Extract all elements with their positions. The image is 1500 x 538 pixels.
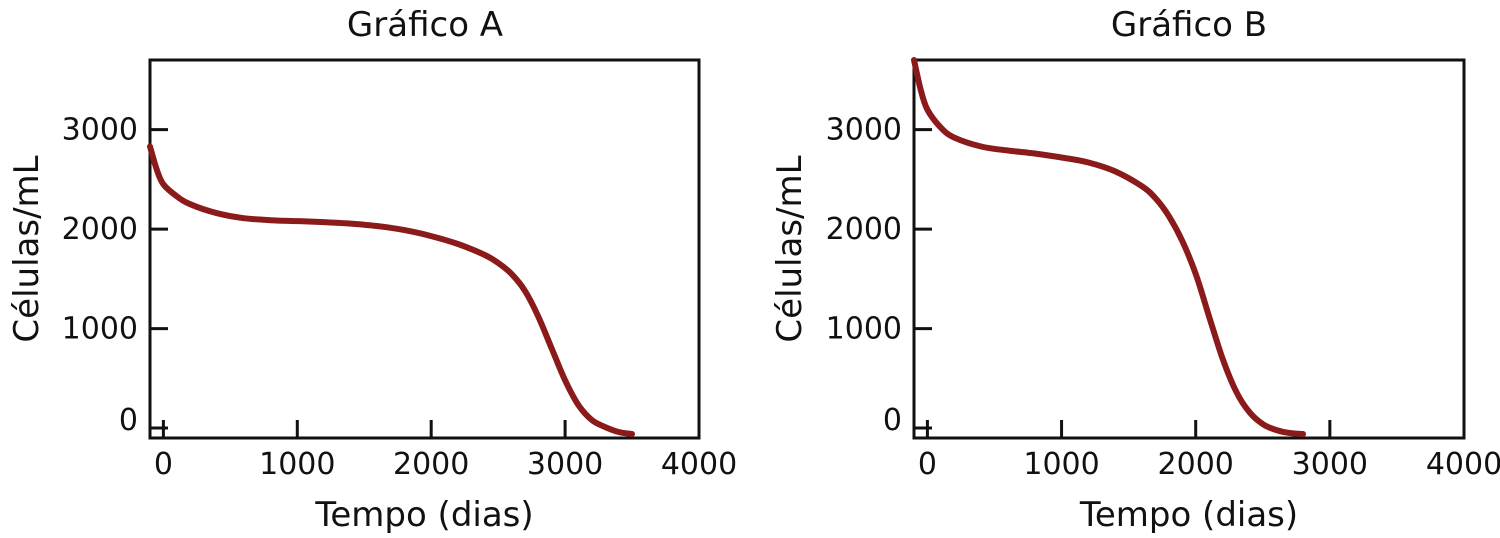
y-tick-label: 3000 [62, 113, 138, 148]
plot-frame [912, 58, 1466, 440]
chart-title: Gráfico A [347, 5, 503, 45]
x-tick-label: 3000 [527, 447, 603, 482]
chart-title: Gráfico B [1111, 5, 1267, 45]
x-tick-label: 2000 [393, 447, 469, 482]
y-tick-label: 1000 [826, 312, 902, 347]
x-tick-label: 0 [918, 447, 937, 482]
x-axis-label: Tempo (dias) [314, 495, 533, 535]
x-tick-label: 4000 [1426, 447, 1500, 482]
x-tick-label: 4000 [661, 447, 737, 482]
x-axis-label: Tempo (dias) [1079, 495, 1298, 535]
y-tick-label: 2000 [826, 212, 902, 247]
y-tick-label: 3000 [826, 113, 902, 148]
x-tick-label: 1000 [259, 447, 335, 482]
series-line [147, 143, 635, 437]
x-tick-label: 2000 [1158, 447, 1234, 482]
y-tick-label: 0 [119, 403, 138, 438]
y-axis-label: Células/mL [770, 155, 810, 342]
y-axis-label: Células/mL [7, 155, 47, 342]
x-tick-label: 1000 [1023, 447, 1099, 482]
y-tick-label: 0 [883, 403, 902, 438]
chart-a: Gráfico A 0 1000 2000 3000 0 1000 2000 3000 4000 T… [7, 5, 737, 535]
chart-b: Gráfico B 0 1000 2000 3000 0 1000 2000 3000 4000 T… [770, 5, 1500, 535]
y-tick-label: 1000 [62, 312, 138, 347]
plot-frame [148, 58, 701, 440]
y-tick-label: 2000 [62, 212, 138, 247]
x-tick-label: 0 [154, 447, 173, 482]
series-line [911, 57, 1306, 437]
x-tick-label: 3000 [1292, 447, 1368, 482]
